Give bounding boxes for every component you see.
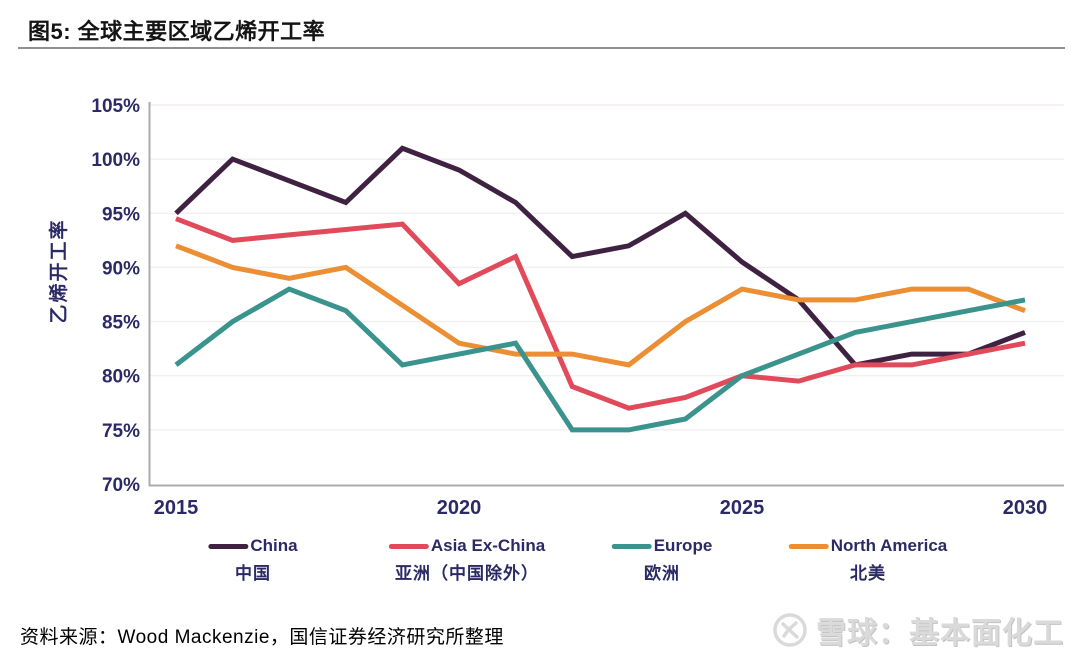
legend-item-china: China 中国 — [208, 536, 298, 584]
watermark-text: 雪球：基本面化工 — [816, 617, 1064, 650]
legend-swatch — [388, 543, 429, 549]
y-tick-label: 95% — [102, 204, 140, 225]
legend-item-top: Europe — [611, 536, 713, 556]
x-tick-label: 2015 — [154, 497, 199, 519]
legend-label-en: Asia Ex-China — [430, 536, 546, 555]
series-line-north-america — [175, 243, 1026, 368]
y-tick-label: 70% — [102, 475, 140, 496]
y-tick-label: 105% — [91, 96, 140, 117]
legend-label-cn: 北美 — [849, 564, 886, 583]
series-line-europe — [174, 286, 1026, 433]
watermark: 雪球：基本面化工 — [772, 608, 1064, 652]
legend-item-top: China — [208, 536, 298, 556]
legend-item-asia-ex-china: Asia Ex-China 亚洲（中国除外） — [388, 536, 546, 584]
legend-label-cn: 亚洲（中国除外） — [395, 564, 539, 583]
legend-label-cn: 中国 — [234, 564, 271, 583]
x-tick-label: 2030 — [1003, 497, 1048, 519]
series-line-asia-ex-china — [175, 216, 1026, 411]
title-divider — [18, 47, 1065, 49]
legend-swatch — [788, 543, 829, 549]
x-tick-label: 2020 — [437, 497, 482, 519]
x-tick-label: 2025 — [720, 497, 765, 519]
legend-swatch — [611, 543, 652, 549]
legend-item-north-america: North America 北美 — [788, 536, 948, 584]
xueqiu-logo-icon — [773, 613, 807, 647]
legend-item-top: Asia Ex-China — [388, 536, 546, 556]
series-line-china — [174, 145, 1026, 368]
y-tick-label: 90% — [102, 258, 140, 279]
y-axis-title: 乙烯开工率 — [49, 218, 70, 324]
legend-label-en: North America — [830, 536, 948, 555]
page-title: 图5: 全球主要区域乙烯开工率 — [28, 19, 326, 44]
y-tick-label: 100% — [91, 150, 140, 171]
legend-swatch — [208, 543, 249, 549]
legend-item-top: North America — [788, 536, 948, 556]
y-tick-label: 85% — [102, 313, 140, 334]
legend-label-en: China — [250, 536, 298, 555]
legend-item-europe: Europe 欧洲 — [611, 536, 713, 584]
legend-label-cn: 欧洲 — [644, 564, 680, 583]
chart-legend: China 中国 Asia Ex-China 亚洲（中国除外） Europe 欧洲 Nort… — [0, 536, 1080, 588]
y-tick-label: 80% — [102, 367, 140, 388]
legend-label-en: Europe — [653, 536, 713, 555]
source-note: 资料来源：Wood Mackenzie，国信证券经济研究所整理 — [20, 627, 504, 648]
chart-canvas: 70% 75% 80% 85% 90% 95% 100% 105% 2015 2020 2025 20… — [91, 96, 1064, 519]
y-tick-label: 75% — [102, 421, 140, 442]
